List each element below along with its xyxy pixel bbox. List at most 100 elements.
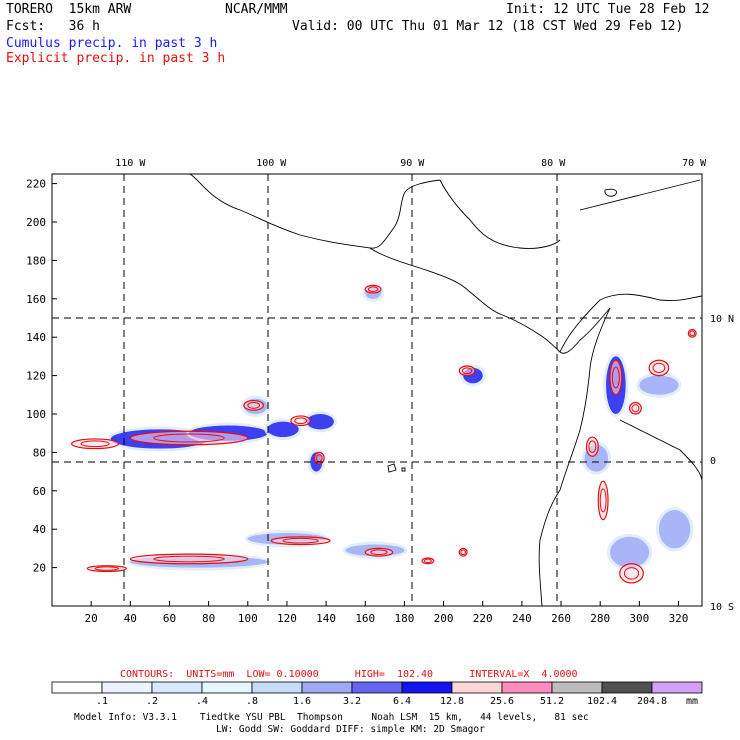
- y-tick-label: 100: [26, 408, 46, 421]
- y-tick-label: 140: [26, 331, 46, 344]
- colorbar-swatch: [251, 681, 303, 694]
- explicit-contour-inner: [294, 417, 308, 425]
- colorbar-swatch: [501, 681, 553, 694]
- explicit-contour-inner: [94, 566, 120, 571]
- plot-frame: [51, 173, 703, 607]
- colorbar-swatch: [551, 681, 603, 694]
- explicit-contour: [609, 359, 623, 396]
- colorbar-swatch: [351, 681, 403, 694]
- x-tick-label: 200: [434, 612, 454, 625]
- valid-time: Valid: 00 UTC Thu 01 Mar 12 (18 CST Wed …: [292, 19, 684, 34]
- y-tick-label: 220: [26, 178, 46, 191]
- explicit-field-label: Explicit precip. in past 3 h: [6, 51, 226, 66]
- explicit-contour-inner: [367, 286, 379, 293]
- y-axis-ticks: 20 40 60 80 100 120 140 160 180 200 220: [26, 178, 57, 575]
- x-axis-ticks: 20 40 60 80 100 120 140 160 180 200 220 240 260 280 30…: [85, 601, 688, 625]
- x-tick-label: 40: [124, 612, 137, 625]
- explicit-contour-inner: [460, 549, 466, 556]
- galapagos-islands: [387, 463, 406, 473]
- island-coast: [604, 188, 617, 197]
- precip-region: [609, 536, 650, 568]
- explicit-contour-inner: [652, 362, 666, 374]
- x-tick-label: 20: [85, 612, 98, 625]
- mexico-coast: [189, 173, 441, 249]
- explicit-contour: [129, 430, 249, 446]
- y-tick-label: 120: [26, 370, 46, 383]
- y-tick-label: 20: [33, 562, 46, 575]
- colorbar-swatch: [401, 681, 453, 694]
- colorbar-label: .1: [96, 696, 108, 707]
- x-tick-label: 80: [202, 612, 215, 625]
- central-america-coast: [369, 247, 611, 354]
- y-tick-label: 60: [33, 485, 46, 498]
- colorbar-label: 6.4: [393, 696, 411, 707]
- colorbar-label: .8: [246, 696, 258, 707]
- colorbar-label: 3.2: [343, 696, 361, 707]
- colorbar-swatch: [601, 681, 653, 694]
- y-tick-label: 180: [26, 254, 46, 267]
- lat-label: 10 S: [710, 602, 734, 613]
- precip-region: [658, 510, 691, 549]
- lon-label: 110 W: [115, 158, 146, 169]
- colorbar-swatch: [651, 681, 703, 694]
- gulf-coast: [439, 179, 561, 249]
- explicit-contours: [70, 284, 697, 584]
- explicit-contour: [70, 438, 120, 450]
- y-tick-label: 80: [33, 446, 46, 459]
- x-tick-label: 260: [551, 612, 571, 625]
- explicit-contour-inner: [423, 558, 432, 564]
- coastlines: [189, 173, 703, 607]
- x-tick-label: 240: [512, 612, 532, 625]
- y-tick-label: 160: [26, 293, 46, 306]
- lon-label: 70 W: [682, 158, 707, 169]
- model-info-line1: Model Info: V3.3.1 Tiedtke YSU PBL Thomp…: [74, 712, 589, 723]
- explicit-contour: [648, 359, 670, 377]
- colorbar-swatch: [451, 681, 503, 694]
- lon-labels: 110 W 100 W 90 W 80 W 70 W: [115, 158, 707, 169]
- precip-region: [639, 375, 679, 395]
- colorbar-swatch: [151, 681, 203, 694]
- explicit-contour: [270, 536, 331, 546]
- lat-label: 0: [710, 456, 716, 467]
- init-time: Init: 12 UTC Tue 28 Feb 12: [506, 2, 710, 17]
- explicit-contour-inner: [247, 401, 261, 409]
- cumulus-field-label: Cumulus precip. in past 3 h: [6, 36, 218, 51]
- precip-region: [267, 421, 299, 438]
- explicit-contour-inner: [370, 549, 388, 556]
- explicit-contour-inner: [153, 555, 225, 563]
- x-tick-label: 120: [277, 612, 297, 625]
- x-tick-label: 220: [473, 612, 493, 625]
- forecast-hour: Fcst: 36 h: [6, 19, 100, 34]
- explicit-contour: [597, 480, 609, 521]
- explicit-contour-inner: [611, 366, 620, 389]
- colorbar-label: 102.4: [587, 696, 617, 707]
- colorbar-label: .2: [146, 696, 158, 707]
- colorbar: .1 .2 .4 .8 1.6 3.2 6.4 12.8 25.6 51.2 102.4 204.8 m…: [51, 681, 703, 707]
- explicit-contour: [628, 401, 642, 415]
- colorbar-label: 25.6: [490, 696, 514, 707]
- x-tick-label: 180: [394, 612, 414, 625]
- colorbar-swatch: [201, 681, 253, 694]
- lon-label: 80 W: [541, 158, 566, 169]
- model-info-line2: LW: Godd SW: Goddard DIFF: simple KM: 2D…: [216, 724, 485, 735]
- explicit-contour-inner: [80, 440, 110, 448]
- lon-label: 100 W: [256, 158, 287, 169]
- model-name: TORERO 15km ARW: [6, 2, 132, 17]
- x-tick-label: 280: [590, 612, 610, 625]
- colorbar-label: .4: [196, 696, 208, 707]
- colorbar-label: 1.6: [293, 696, 311, 707]
- lon-label: 90 W: [400, 158, 425, 169]
- explicit-contour-inner: [631, 404, 640, 413]
- explicit-contour-inner: [623, 567, 640, 580]
- x-tick-label: 100: [238, 612, 258, 625]
- y-tick-label: 200: [26, 216, 46, 229]
- center-name: NCAR/MMM: [225, 2, 288, 17]
- colorbar-label: 204.8: [637, 696, 667, 707]
- explicit-contour-inner: [588, 440, 597, 453]
- south-america-interior-border: [619, 419, 703, 481]
- contour-info: CONTOURS: UNITS=mm LOW= 0.10000 HIGH= 10…: [120, 669, 578, 680]
- lat-labels: 10 N 0 10 S: [710, 314, 734, 613]
- explicit-contour: [129, 553, 249, 565]
- x-tick-label: 160: [355, 612, 375, 625]
